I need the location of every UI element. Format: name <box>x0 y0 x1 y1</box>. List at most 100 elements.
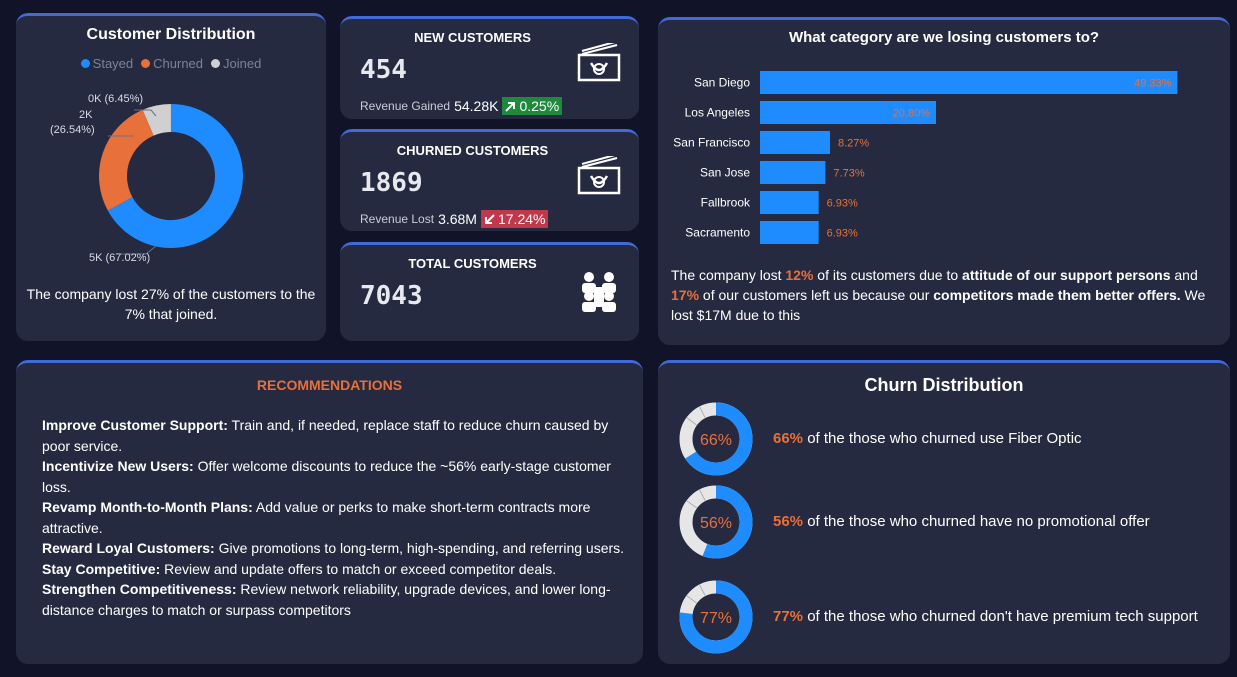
donut-value-arc[interactable] <box>679 580 753 654</box>
churn-desc: of the those who churned have no promoti… <box>803 513 1150 530</box>
recommendation-head: Reward Loyal Customers: <box>42 540 215 556</box>
kpi-total-customers: TOTAL CUSTOMERS 7043 <box>340 242 639 341</box>
caption-text: We lost $17M due to this <box>671 287 1206 323</box>
category-label: Fallbrook <box>701 196 751 210</box>
kpi-churned-customers: CHURNED CUSTOMERS 1869 Revenue Lost 3.68… <box>340 129 639 231</box>
churn-donut-promo[interactable]: 56% <box>676 482 756 562</box>
kpi-churned-title: CHURNED CUSTOMERS <box>396 143 549 158</box>
kpi-new-value: 454 <box>360 55 407 85</box>
category-bar[interactable] <box>760 101 936 124</box>
legend-dot-joined <box>211 59 221 68</box>
legend-item-churned[interactable]: Churned <box>141 56 203 71</box>
category-value-label: 49.33% <box>1134 78 1172 90</box>
category-label: San Diego <box>694 76 750 90</box>
recommendations-card: RECOMMENDATIONS Improve Customer Support… <box>16 360 643 664</box>
revenue-lost-label: Revenue Lost <box>360 212 435 226</box>
churn-text-promo: 56% of the those who churned have no pro… <box>773 511 1213 533</box>
legend-dot-stayed <box>80 59 90 68</box>
customer-distribution-card: Customer Distribution Stayed Churned Joi… <box>16 13 326 341</box>
revenue-lost-change-value: 17.24% <box>497 211 546 227</box>
donut-center-label: 77% <box>700 610 732 627</box>
caption-bold: competitors made them better offers. <box>933 287 1181 303</box>
legend-item-joined[interactable]: Joined <box>211 56 261 71</box>
category-value-label: 8.27% <box>838 138 869 150</box>
churn-distribution-card: Churn Distribution 66% 66% of the those … <box>658 360 1230 664</box>
churn-donut-fiber[interactable]: 66% <box>676 399 756 479</box>
legend-item-stayed[interactable]: Stayed <box>80 56 134 71</box>
recommendation-body: Give promotions to long-term, high-spend… <box>214 540 625 556</box>
recommendation-head: Stay Competitive: <box>42 560 161 577</box>
recommendation-body: Review network reliability, upgrade devi… <box>42 581 611 618</box>
customer-distribution-donut[interactable] <box>16 86 326 286</box>
donut-slice-stayed[interactable] <box>107 104 243 248</box>
category-bar[interactable] <box>760 161 826 184</box>
churn-pct: 66% <box>773 430 804 447</box>
churn-pct: 77% <box>773 608 804 625</box>
donut-value-arc[interactable] <box>702 485 753 559</box>
legend-label-stayed: Stayed <box>92 56 134 71</box>
recommendation-head: Improve Customer Support: <box>42 417 228 433</box>
churn-row-promo: 56% 56% of the those who churned have no… <box>676 482 1216 562</box>
donut-segment-divider <box>686 595 697 604</box>
churn-row-fiber: 66% 66% of the those who churned use Fib… <box>676 399 1216 479</box>
kpi-new-customers: NEW CUSTOMERS 454 Revenue Gained 54.28K … <box>340 16 639 119</box>
money-icon <box>577 156 621 195</box>
caption-text: of its customers due to <box>813 267 963 283</box>
leader-stayed <box>121 245 157 255</box>
arrow-down-left-icon <box>484 213 495 224</box>
category-bar[interactable] <box>760 131 830 154</box>
churn-text-fiber: 66% of the those who churned use Fiber O… <box>773 428 1213 450</box>
caption-bold: attitude of our support persons <box>962 267 1171 283</box>
donut-slice-churned[interactable] <box>99 109 155 211</box>
distribution-caption: The company lost 27% of the customers to… <box>26 286 316 322</box>
donut-value-arc[interactable] <box>685 402 753 476</box>
category-value-label: 6.93% <box>827 198 858 210</box>
losing-category-bar-chart[interactable]: San Diego 49.33% Los Angeles 20.80% San Fran… <box>658 65 1230 250</box>
churn-distribution-title: Churn Distribution <box>864 375 1024 395</box>
revenue-gained-change: 0.25% <box>502 97 563 115</box>
legend-label-churned: Churned <box>153 56 204 71</box>
recommendation-body: Review and update offers to match or exc… <box>160 560 557 577</box>
donut-segment-divider <box>699 489 706 501</box>
category-bar[interactable] <box>760 191 819 214</box>
recommendation-item: Incentivize New Users: Offer welcome dis… <box>42 456 633 497</box>
kpi-total-value: 7043 <box>360 281 423 311</box>
churn-desc: of the those who churned don't have prem… <box>803 608 1198 625</box>
recommendation-head: Revamp Month-to-Month Plans: <box>42 499 253 515</box>
kpi-new-title: NEW CUSTOMERS <box>414 30 531 45</box>
donut-center-label: 66% <box>700 432 732 449</box>
donut-segment-divider <box>686 500 697 509</box>
caption-text: of our customers left us because our <box>699 287 934 303</box>
churn-desc: of the those who churned use Fiber Optic <box>803 430 1082 447</box>
money-icon <box>577 43 621 82</box>
losing-category-card: What category are we losing customers to… <box>658 17 1230 345</box>
category-label: San Francisco <box>673 136 750 150</box>
churn-donut-techsupport[interactable]: 77% <box>676 577 756 657</box>
losing-category-title: What category are we losing customers to… <box>788 29 1100 46</box>
recommendation-body: Offer welcome discounts to reduce the ~5… <box>42 458 611 495</box>
recommendation-head: Incentivize New Users: <box>42 458 194 474</box>
category-bar[interactable] <box>760 71 1178 94</box>
people-icon <box>582 272 616 312</box>
category-label: Los Angeles <box>685 106 750 120</box>
kpi-churned-value: 1869 <box>360 168 423 198</box>
caption-value: 17% <box>671 287 700 303</box>
donut-segment-divider <box>699 406 706 418</box>
revenue-lost-amount: 3.68M <box>438 211 477 227</box>
kpi-total-title: TOTAL CUSTOMERS <box>408 256 537 271</box>
recommendation-item: Improve Customer Support: Train and, if … <box>42 415 633 456</box>
arrow-up-right-icon <box>505 101 516 112</box>
recommendation-body: Train and, if needed, replace staff to r… <box>42 417 609 454</box>
label-stayed: 5K (67.02%) <box>89 252 151 264</box>
recommendations-list: Improve Customer Support: Train and, if … <box>42 415 633 620</box>
recommendation-item: Reward Loyal Customers: Give promotions … <box>42 538 633 559</box>
recommendation-item: Strengthen Competitiveness: Review netwo… <box>42 579 633 620</box>
donut-segment-divider <box>699 584 706 596</box>
churn-row-techsupport: 77% 77% of the those who churned don't h… <box>676 577 1216 657</box>
donut-slice-joined[interactable] <box>142 104 172 136</box>
leader-joined <box>134 109 157 117</box>
category-bar[interactable] <box>760 221 819 244</box>
churn-pct: 56% <box>773 513 804 530</box>
label-churned-value: 2K <box>79 109 93 121</box>
caption-text: The company lost <box>671 267 786 283</box>
